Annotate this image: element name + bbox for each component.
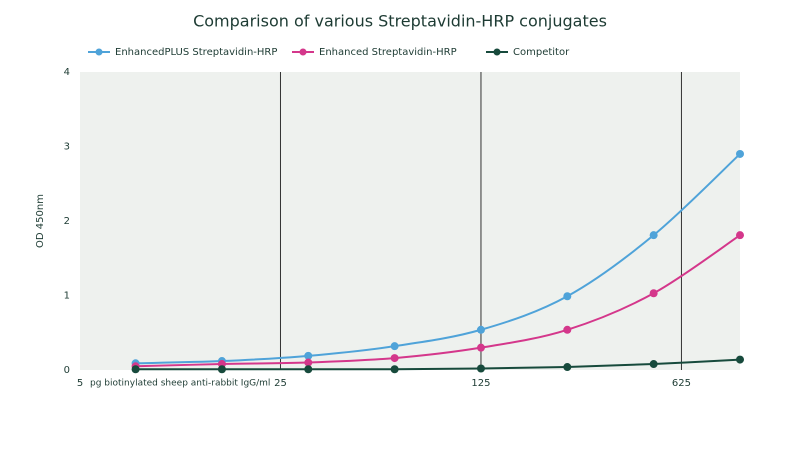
y-tick-label: 3 (64, 142, 70, 153)
data-point (736, 231, 744, 240)
data-point (649, 360, 658, 369)
x-tick-label: 125 (471, 378, 490, 389)
plot-area (80, 72, 740, 370)
legend-label: Competitor (513, 47, 570, 58)
legend-marker (299, 48, 307, 56)
data-point (563, 292, 572, 301)
data-point (476, 325, 485, 334)
legend-item: Enhanced Streptavidin-HRP (292, 47, 457, 58)
data-point (390, 354, 399, 363)
x-tick-label: 625 (672, 378, 691, 389)
y-axis-label: OD 450nm (35, 194, 46, 248)
data-point (304, 365, 313, 374)
y-tick-label: 1 (64, 291, 70, 302)
data-point (131, 365, 140, 374)
data-point (736, 355, 744, 364)
x-tick-label: 5 (77, 378, 83, 389)
data-point (217, 365, 226, 374)
data-point (736, 149, 744, 158)
data-point (563, 325, 572, 334)
y-tick-label: 4 (64, 67, 70, 78)
legend-item: Competitor (486, 47, 570, 58)
data-point (304, 351, 313, 360)
data-point (476, 364, 485, 373)
legend-marker (493, 48, 501, 56)
legend-item: EnhancedPLUS Streptavidin-HRP (88, 47, 277, 58)
legend-marker (95, 48, 103, 56)
data-point (649, 289, 658, 298)
y-tick-label: 0 (64, 365, 70, 376)
data-point (390, 365, 399, 374)
data-point (649, 231, 658, 240)
chart-title: Comparison of various Streptavidin-HRP c… (193, 12, 607, 31)
data-point (563, 363, 572, 372)
x-axis-label: pg biotinylated sheep anti-rabbit IgG/ml (90, 379, 270, 389)
legend-label: EnhancedPLUS Streptavidin-HRP (115, 47, 277, 58)
data-point (476, 343, 485, 352)
data-point (304, 358, 313, 367)
legend-label: Enhanced Streptavidin-HRP (319, 47, 457, 58)
x-tick-label: 25 (274, 378, 287, 389)
y-tick-label: 2 (64, 216, 70, 227)
data-point (390, 342, 399, 351)
series-line (135, 358, 741, 371)
